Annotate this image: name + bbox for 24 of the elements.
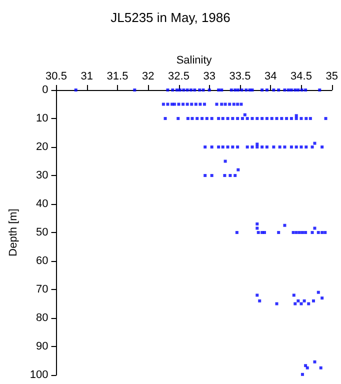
chart-title: JL5235 in May, 1986	[110, 10, 230, 25]
y-tick-label: 20	[36, 141, 48, 153]
x-tick-label: 35	[326, 70, 338, 82]
x-tick-label: 30.5	[46, 70, 67, 82]
x-tick-label: 32.5	[168, 70, 190, 82]
y-tick-label: 80	[36, 312, 48, 324]
y-tick-label: 50	[36, 226, 48, 238]
x-tick-label: 32	[142, 70, 154, 82]
y-tick-label: 10	[36, 112, 48, 124]
y-tick-label: 40	[36, 198, 48, 210]
y-tick-label: 70	[36, 284, 48, 296]
x-tick-label: 33.5	[229, 70, 251, 82]
y-axis-title: Depth [m]	[8, 208, 20, 256]
y-tick-label: 90	[36, 340, 48, 352]
y-tick-label: 60	[36, 255, 48, 267]
y-tick-label: 30	[36, 170, 48, 182]
x-tick-label: 31.5	[106, 70, 128, 82]
x-tick-label: 33	[203, 70, 216, 82]
x-axis-title: Salinity	[176, 54, 212, 67]
x-tick-label: 31	[80, 70, 94, 82]
x-tick-label: 34.5	[290, 70, 312, 82]
y-tick-label: 100	[30, 369, 48, 381]
x-tick-label: 34	[264, 70, 277, 82]
y-tick-label: 0	[42, 84, 48, 96]
